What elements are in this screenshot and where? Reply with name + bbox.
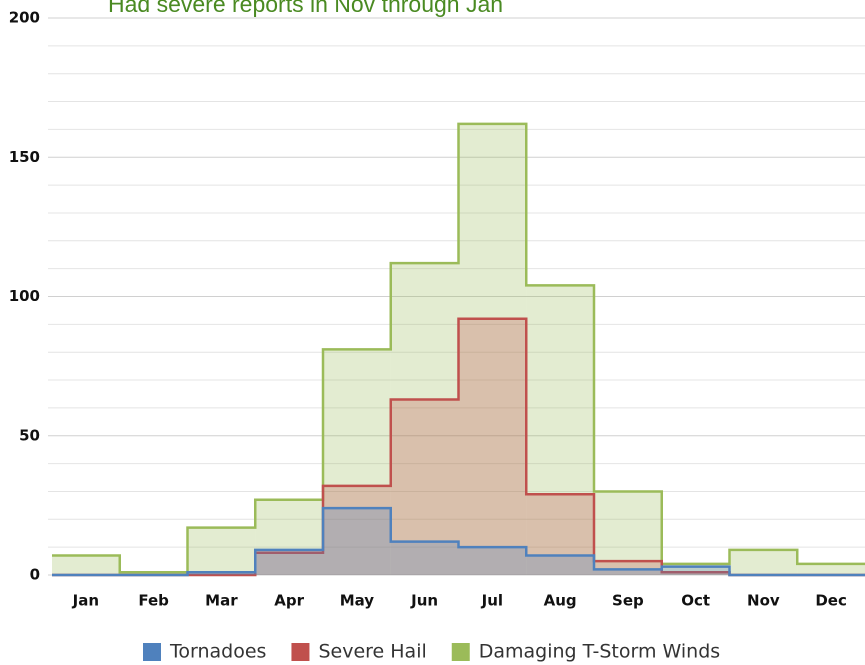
area-step — [526, 555, 594, 575]
area-step — [187, 527, 256, 575]
legend-label: Severe Hail — [318, 641, 426, 663]
area-step — [458, 123, 527, 575]
legend-label: Tornadoes — [169, 641, 266, 663]
area-step — [729, 549, 798, 575]
annotation: Had severe reports in Nov through Jan — [108, 0, 503, 17]
area-step — [390, 399, 459, 575]
step-line — [52, 506, 865, 577]
area-step — [323, 485, 391, 575]
area-step — [323, 508, 391, 575]
x-tick-label: Sep — [612, 592, 644, 610]
x-tick-label: Jun — [410, 592, 438, 610]
area-step — [458, 547, 527, 575]
x-tick-label: Oct — [681, 592, 710, 610]
area-step — [526, 494, 594, 575]
area-step — [661, 566, 730, 575]
plot-area — [52, 122, 865, 577]
area-step — [594, 561, 662, 575]
x-tick-label: May — [340, 592, 375, 610]
area-step — [255, 549, 323, 575]
area-step — [119, 572, 188, 575]
area-step — [255, 499, 323, 575]
area-step — [52, 555, 120, 575]
area-step — [661, 563, 730, 575]
y-tick-label: 100 — [9, 287, 40, 305]
area-step — [323, 349, 391, 575]
area-step — [458, 318, 527, 575]
x-tick-label: Nov — [747, 592, 780, 610]
legend-label: Damaging T-Storm Winds — [479, 641, 720, 663]
x-tick-label: Jul — [481, 592, 503, 610]
area-step — [661, 572, 730, 575]
y-tick-label: 0 — [30, 566, 40, 584]
y-tick-label: 150 — [9, 148, 40, 166]
area-step — [390, 541, 459, 575]
area-step — [187, 572, 256, 575]
y-tick-label: 50 — [19, 426, 40, 444]
x-tick-label: Jan — [72, 592, 99, 610]
area-step — [526, 285, 594, 575]
area-step — [390, 263, 459, 575]
x-tick-label: Dec — [815, 592, 847, 610]
legend-swatch — [143, 643, 161, 661]
legend-swatch — [451, 643, 470, 661]
y-tick-label: 200 — [9, 9, 40, 27]
area-step — [594, 569, 662, 575]
grid — [48, 17, 865, 576]
x-tick-label: Apr — [274, 592, 304, 610]
x-tick-label: Mar — [205, 592, 238, 610]
x-tick-label: Feb — [138, 592, 169, 610]
area-step — [797, 563, 865, 575]
legend-swatch — [291, 643, 310, 661]
area-step — [255, 552, 323, 575]
x-tick-label: Aug — [544, 592, 577, 610]
step-line — [52, 122, 865, 574]
